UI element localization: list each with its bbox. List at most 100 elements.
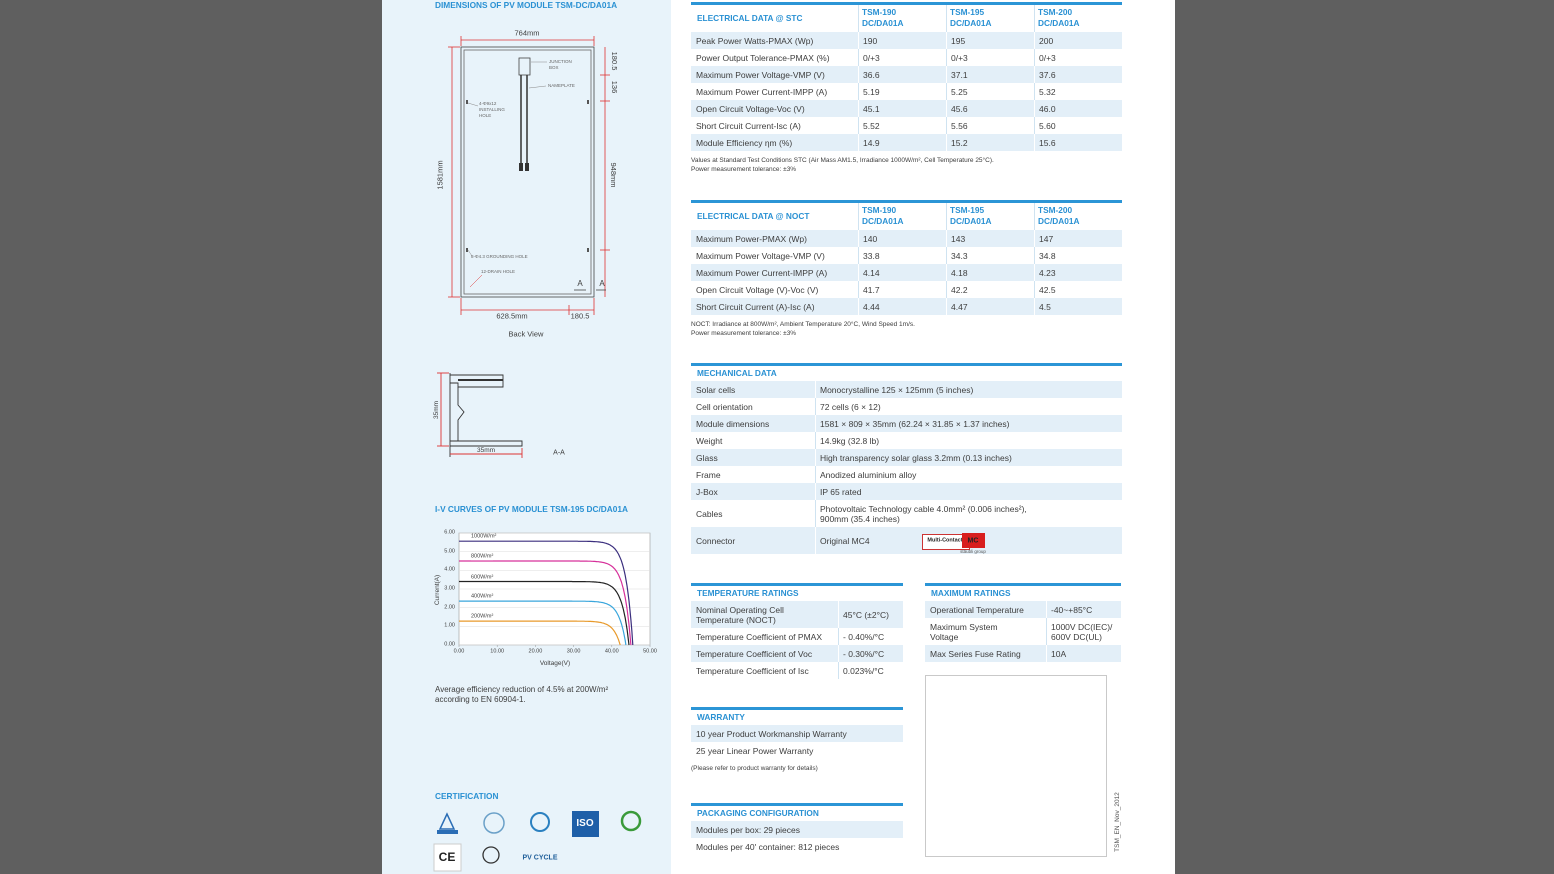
y-tick-label: 0.00 — [444, 641, 455, 648]
drawing-label: JUNCTION — [549, 58, 572, 64]
cell-separator — [946, 298, 947, 315]
cell-value: 4.14 — [863, 267, 880, 278]
cell-value: 0/+3 — [951, 52, 968, 63]
cell-value: High transparency solar glass 3.2mm (0.1… — [820, 452, 1012, 463]
cell-separator — [1034, 230, 1035, 247]
dimension-label: 180.5 — [570, 311, 590, 321]
cell-separator — [858, 117, 859, 134]
cell-value: -40~+85°C — [1051, 604, 1093, 615]
dimension-label: 764mm — [514, 28, 540, 38]
cell-value: 33.8 — [863, 250, 880, 261]
y-tick-label: 6.00 — [444, 529, 455, 536]
cell-value: 5.32 — [1039, 86, 1056, 97]
cell-separator — [815, 466, 816, 483]
curve-label: 400W/m² — [471, 593, 494, 600]
row-label: Open Circuit Voltage (V)-Voc (V) — [696, 284, 819, 295]
row-label: 25 year Linear Power Warranty — [696, 745, 814, 756]
column-header: DC/DA01A — [950, 215, 992, 226]
section-mark: A — [599, 279, 605, 288]
cell-separator — [1034, 117, 1035, 134]
cell-separator — [1034, 281, 1035, 298]
table-row — [925, 618, 1121, 645]
cell-value: 900mm (35.4 inches) — [820, 513, 900, 524]
cell-value: 41.7 — [863, 284, 880, 295]
cell-value: 0.023%/°C — [843, 665, 884, 676]
cell-separator — [858, 134, 859, 151]
cell-value: IP 65 rated — [820, 486, 862, 497]
cell-value: Monocrystalline 125 × 125mm (5 inches) — [820, 384, 974, 395]
row-label: Maximum Power Voltage-VMP (V) — [696, 250, 825, 261]
table-row — [691, 281, 1122, 298]
dimension-label: 1581mm — [435, 160, 445, 190]
row-label: Module Efficiency ηm (%) — [696, 137, 793, 148]
cell-separator — [838, 645, 839, 662]
table-row — [691, 628, 903, 645]
table-row — [691, 134, 1122, 151]
cell-value: 0/+3 — [1039, 52, 1056, 63]
column-separator — [1034, 203, 1035, 230]
table-row — [925, 645, 1121, 662]
row-label: Frame — [696, 469, 721, 480]
logo-text: ISO — [576, 818, 594, 829]
cell-value: - 0.40%/°C — [843, 631, 885, 642]
drawing-caption: A-A — [553, 449, 565, 457]
logo-text: PV CYCLE — [522, 854, 558, 862]
cell-value: 15.6 — [1039, 137, 1056, 148]
table-row — [691, 117, 1122, 134]
table-row — [691, 500, 1122, 527]
cell-separator — [858, 49, 859, 66]
cell-value: 147 — [1039, 233, 1054, 244]
table-row — [691, 66, 1122, 83]
dimension-label: 136 — [609, 80, 619, 94]
row-label: Maximum Power Current-IMPP (A) — [696, 86, 828, 97]
cell-value: 1581 × 809 × 35mm (62.24 × 31.85 × 1.37 … — [820, 418, 1010, 429]
dimension-label: 628.5mm — [496, 311, 528, 321]
section-title: I-V CURVES OF PV MODULE TSM-195 DC/DA01A — [435, 503, 629, 514]
dimension-label: 180.5 — [609, 51, 619, 71]
cell-value: 14.9kg (32.8 lb) — [820, 435, 880, 446]
cell-value: 4.18 — [951, 267, 968, 278]
cell-value: 5.60 — [1039, 120, 1056, 131]
cell-value: 4.47 — [951, 301, 968, 312]
table-rule — [691, 803, 903, 806]
table-row — [691, 662, 903, 679]
table-note: Values at Standard Test Conditions STC (… — [691, 156, 994, 164]
cell-value: 37.1 — [951, 69, 968, 80]
column-header: DC/DA01A — [1038, 215, 1080, 226]
cell-value: 34.3 — [951, 250, 968, 261]
cell-separator — [815, 398, 816, 415]
cell-separator — [946, 134, 947, 151]
cell-value: 4.44 — [863, 301, 880, 312]
drawing-label: NAMEPLATE — [548, 82, 575, 88]
logo-text: Multi-Contact — [927, 537, 963, 544]
row-label: Peak Power Watts-PMAX (Wp) — [696, 35, 814, 46]
chart-note: Average efficiency reduction of 4.5% at … — [435, 685, 609, 694]
row-label: Maximum System — [930, 621, 998, 632]
cell-separator — [815, 527, 816, 554]
cell-separator — [1046, 645, 1047, 662]
cell-value: 37.6 — [1039, 69, 1056, 80]
table-row — [691, 83, 1122, 100]
drawing-label: 12-DRAIN HOLE — [481, 268, 516, 274]
row-label: Module dimensions — [696, 418, 770, 429]
cell-separator — [946, 100, 947, 117]
table-title: MAXIMUM RATINGS — [931, 587, 1011, 598]
cell-separator — [946, 264, 947, 281]
table-row — [691, 821, 903, 838]
cell-separator — [858, 281, 859, 298]
left-column — [382, 0, 671, 874]
table-title: TEMPERATURE RATINGS — [697, 587, 799, 598]
section-title: CERTIFICATION — [435, 790, 499, 801]
table-row — [691, 466, 1122, 483]
dimension-label: 948mm — [608, 162, 618, 188]
cell-value: 5.19 — [863, 86, 880, 97]
table-row — [691, 264, 1122, 281]
cell-separator — [815, 415, 816, 432]
curve-label: 800W/m² — [471, 553, 494, 560]
row-label: Short Circuit Current-Isc (A) — [696, 120, 801, 131]
cell-separator — [1034, 298, 1035, 315]
table-row — [691, 601, 903, 628]
row-label: Open Circuit Voltage-Voc (V) — [696, 103, 805, 114]
cell-separator — [1034, 32, 1035, 49]
